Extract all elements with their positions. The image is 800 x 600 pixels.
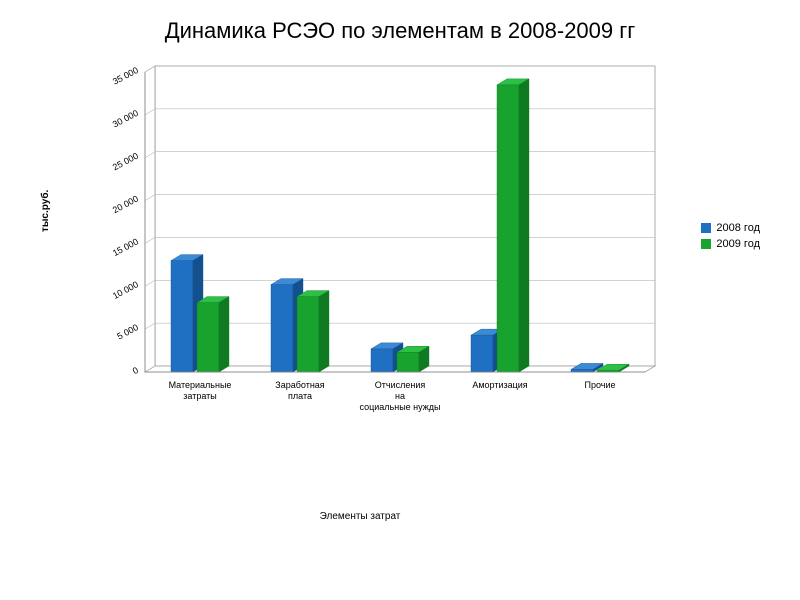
svg-text:затраты: затраты — [183, 391, 216, 401]
svg-text:0: 0 — [131, 365, 140, 376]
legend-item: 2009 год — [701, 238, 760, 250]
svg-text:Амортизация: Амортизация — [472, 380, 527, 390]
legend-swatch-2008 — [701, 223, 711, 233]
svg-text:35 000: 35 000 — [111, 65, 140, 87]
legend-label: 2008 год — [716, 222, 760, 234]
svg-text:20 000: 20 000 — [111, 194, 140, 216]
svg-text:социальные нужды: социальные нужды — [360, 402, 441, 412]
svg-text:Прочие: Прочие — [584, 380, 615, 390]
legend-swatch-2009 — [701, 239, 711, 249]
svg-text:на: на — [395, 391, 405, 401]
svg-text:10 000: 10 000 — [111, 279, 140, 301]
x-axis-label: Элементы затрат — [40, 511, 680, 522]
svg-text:Материальные: Материальные — [169, 380, 232, 390]
svg-text:Заработная: Заработная — [275, 380, 325, 390]
page-title: Динамика РСЭО по элементам в 2008-2009 г… — [0, 0, 800, 52]
svg-text:15 000: 15 000 — [111, 236, 140, 258]
svg-text:25 000: 25 000 — [111, 151, 140, 173]
svg-text:5 000: 5 000 — [115, 322, 140, 341]
svg-text:30 000: 30 000 — [111, 108, 140, 130]
svg-text:Отчисления: Отчисления — [375, 380, 426, 390]
svg-text:плата: плата — [288, 391, 312, 401]
bar-chart-3d: 0 5 000 10 000 15 000 20 000 25 000 30 000 35 0… — [70, 52, 710, 482]
legend: 2008 год 2009 год — [701, 222, 760, 254]
y-axis-label: тыс.руб. — [40, 190, 51, 232]
legend-label: 2009 год — [716, 238, 760, 250]
legend-item: 2008 год — [701, 222, 760, 234]
chart-container: тыс.руб. 0 5 000 10 000 15 000 20 000 25 000 3… — [40, 52, 760, 522]
